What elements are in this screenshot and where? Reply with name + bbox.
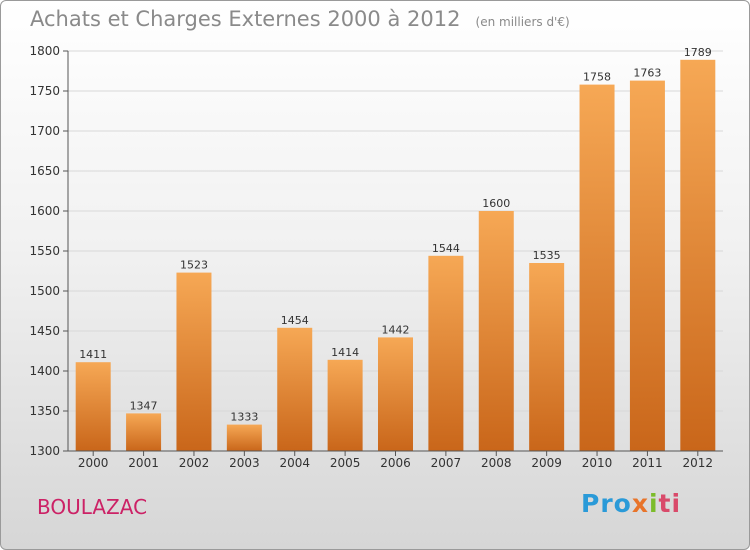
y-tick-label: 1300: [29, 444, 60, 458]
bar-2010: [579, 84, 615, 451]
bar-2011: [629, 80, 665, 451]
x-tick-label: 2003: [229, 456, 260, 470]
bar-2001: [126, 413, 162, 451]
y-tick-label: 1400: [29, 364, 60, 378]
y-tick-label: 1700: [29, 124, 60, 138]
x-axis: 2000 2001 2002 2003 2004 2005 2006 2007 2008 2009…: [68, 450, 723, 470]
y-tick-label: 1800: [29, 44, 60, 58]
x-tick-label: 2010: [582, 456, 613, 470]
y-tick-label: 1550: [29, 244, 60, 258]
proxiti-logo: Proxiti: [581, 489, 682, 518]
x-tick-label: 2005: [330, 456, 361, 470]
chart-unit: (en milliers d'€): [475, 15, 570, 29]
bar-value-label: 1411: [79, 348, 107, 361]
bar-2005: [327, 359, 363, 451]
bar-2007: [428, 255, 464, 451]
bar-value-label: 1333: [230, 411, 258, 424]
bar-value-label: 1544: [432, 242, 460, 255]
bar-2002: [176, 272, 212, 451]
y-tick-label: 1500: [29, 284, 60, 298]
bar-value-label: 1600: [482, 197, 510, 210]
bar-2009: [529, 263, 565, 451]
bar-value-label: 1347: [130, 399, 158, 412]
bar-value-label: 1758: [583, 71, 611, 84]
bar-value-label: 1414: [331, 346, 359, 359]
bar-value-label: 1523: [180, 259, 208, 272]
bar-value-label: 1763: [633, 67, 661, 80]
bar-2006: [378, 337, 413, 451]
y-tick-label: 1350: [29, 404, 60, 418]
chart-title-block: Achats et Charges Externes 2000 à 2012 (…: [30, 7, 570, 31]
x-tick-label: 2008: [481, 456, 512, 470]
x-tick-label: 2000: [78, 456, 109, 470]
x-tick-label: 2004: [279, 456, 310, 470]
bar-value-label: 1535: [533, 249, 561, 262]
bar-value-label: 1789: [684, 46, 712, 59]
x-tick-label: 2011: [632, 456, 663, 470]
bar-value-label: 1442: [382, 323, 410, 336]
x-tick-label: 2001: [128, 456, 159, 470]
bar-2000: [75, 362, 111, 451]
bar-2003: [226, 424, 262, 451]
bar-value-label: 1454: [281, 314, 309, 327]
x-tick-label: 2009: [531, 456, 562, 470]
x-tick-label: 2006: [380, 456, 411, 470]
bar-2008: [478, 211, 514, 451]
bars: 1411 1347 1523 1333 1454 1414 1442 1544 1600 1535…: [75, 46, 716, 452]
y-axis: 1300 1350 1400 1450 1500 1550 1600 1650 1700 1750…: [29, 44, 69, 458]
x-tick-label: 2012: [683, 456, 714, 470]
x-tick-label: 2002: [179, 456, 210, 470]
chart-title: Achats et Charges Externes 2000 à 2012: [30, 7, 461, 31]
y-tick-label: 1650: [29, 164, 60, 178]
commune-name: BOULAZAC: [37, 495, 148, 519]
bar-2004: [277, 327, 313, 451]
y-tick-label: 1750: [29, 84, 60, 98]
bar-2012: [680, 59, 716, 452]
x-tick-label: 2007: [431, 456, 462, 470]
y-tick-label: 1600: [29, 204, 60, 218]
y-tick-label: 1450: [29, 324, 60, 338]
